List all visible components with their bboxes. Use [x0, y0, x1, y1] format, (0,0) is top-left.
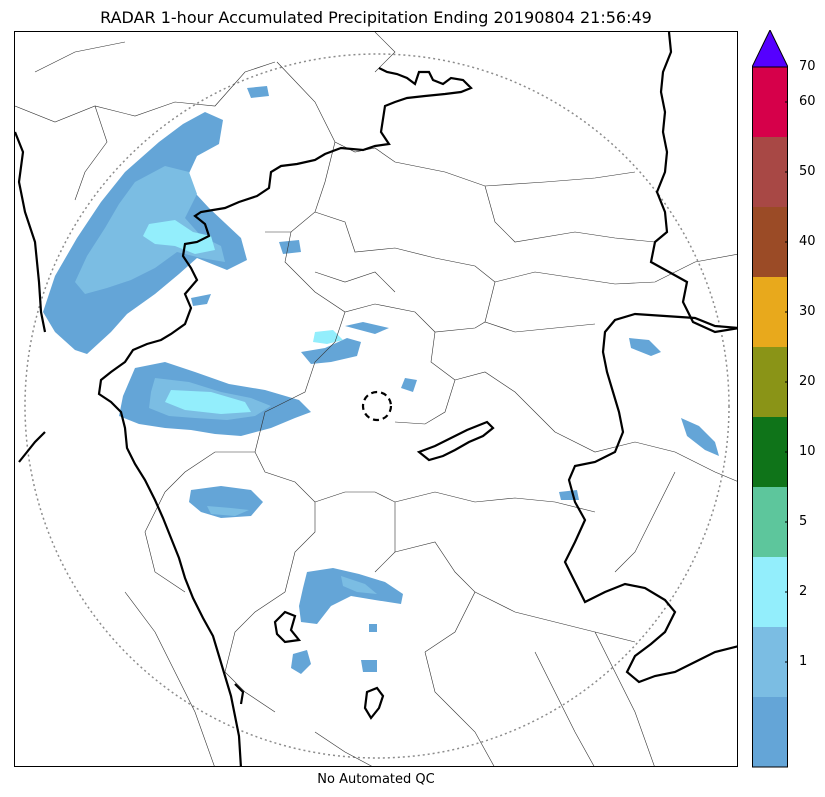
echo-northwest-shower	[191, 294, 211, 306]
echo-east-2	[681, 418, 719, 456]
colorbar-tick-label: 20	[799, 374, 816, 389]
colorbar	[751, 28, 789, 770]
colorbar-bin	[752, 347, 788, 417]
colorbar-tick-label: 2	[799, 584, 808, 599]
qc-note: No Automated QC	[317, 772, 435, 787]
radar-map	[14, 31, 738, 767]
echo-northwest-heavy	[143, 220, 215, 254]
colorbar-bin	[752, 697, 788, 767]
chart-title: RADAR 1-hour Accumulated Precipitation E…	[100, 8, 652, 27]
echo-south-central-core	[341, 576, 377, 594]
map-canvas	[15, 32, 737, 766]
colorbar-bin	[752, 557, 788, 627]
colorbar-bin	[752, 207, 788, 277]
radar-range-ring	[24, 53, 730, 759]
colorbar-bin	[752, 627, 788, 697]
echo-central-scatter-3	[401, 378, 417, 392]
colorbar-bin	[752, 277, 788, 347]
colorbar-tick-label: 5	[799, 514, 808, 529]
colorbar-top-label: 70	[799, 59, 816, 74]
echo-north-small-2	[279, 240, 301, 254]
colorbar-bin	[752, 67, 788, 137]
colorbar-bin	[752, 417, 788, 487]
colorbar-tick-label: 30	[799, 304, 816, 319]
echo-south-blob	[291, 650, 311, 674]
echo-south-blob-2	[361, 660, 377, 672]
precipitation-echoes	[43, 86, 719, 674]
echo-south-blob-3	[369, 624, 377, 632]
echo-central-scatter	[301, 338, 361, 364]
colorbar-extend-arrow	[751, 28, 789, 68]
colorbar-tick-label: 50	[799, 164, 816, 179]
state-boundaries	[15, 32, 737, 766]
colorbar-canvas	[751, 28, 789, 768]
colorbar-border	[752, 66, 788, 768]
echo-east-3	[559, 490, 579, 500]
colorbar-tick-label: 40	[799, 234, 816, 249]
echo-southwest-1-core	[207, 506, 249, 516]
echo-south-central	[299, 568, 403, 624]
echo-north-small	[247, 86, 269, 98]
echo-east-1	[629, 338, 661, 356]
district-boundaries	[15, 32, 737, 766]
colorbar-tick-label: 10	[799, 444, 816, 459]
echo-west-heavy	[165, 390, 251, 414]
radar-site-marker	[361, 390, 393, 422]
colorbar-tick-label: 60	[799, 94, 816, 109]
echo-north-central-streak	[345, 322, 389, 334]
colorbar-bin	[752, 137, 788, 207]
colorbar-tick-label: 1	[799, 654, 808, 669]
colorbar-bin	[752, 487, 788, 557]
